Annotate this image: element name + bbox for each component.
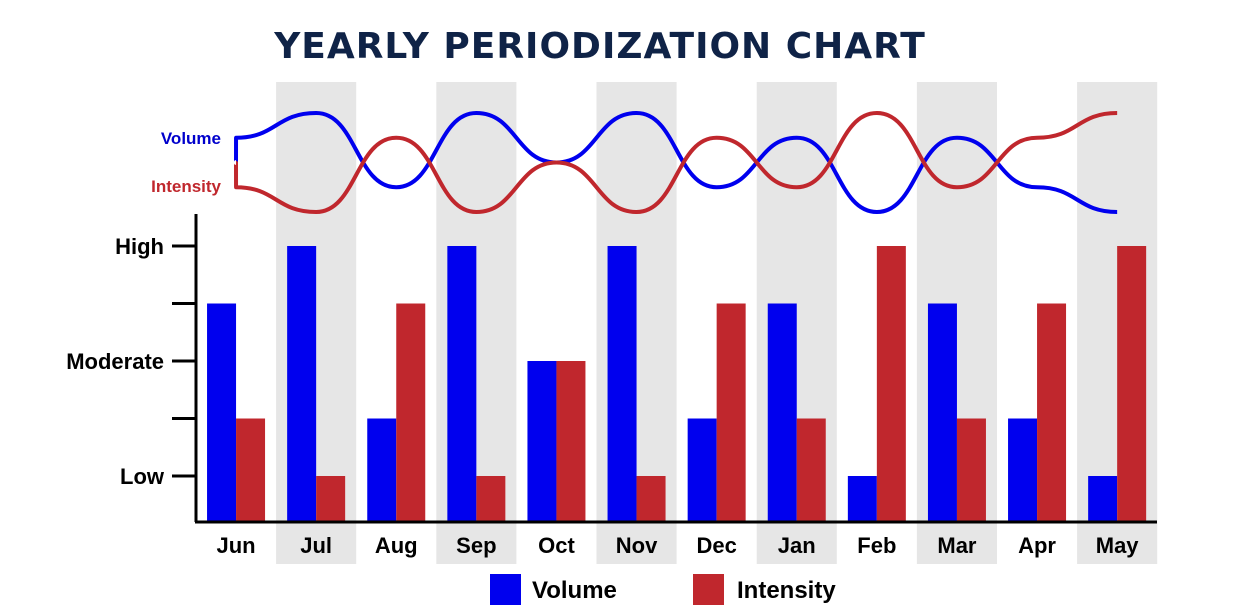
x-label-aug: Aug [375,533,418,558]
intensity-bar-mar [956,418,986,522]
volume-bar-jun [207,303,237,522]
x-label-feb: Feb [857,533,896,558]
intensity-bar-jun [236,418,266,522]
intensity-bar-apr [1037,303,1067,522]
volume-bar-jul [287,246,317,522]
x-axis-labels: Jun Jul Aug Sep Oct Nov Dec Jan Feb Mar Apr May [216,533,1139,558]
x-label-jul: Jul [300,533,332,558]
x-label-dec: Dec [696,533,736,558]
y-axis-labels: Low Moderate High [66,234,165,489]
trend-waves [234,110,1118,215]
x-label-may: May [1096,533,1140,558]
legend-label-volume: Volume [532,577,617,604]
volume-bar-may [1088,476,1118,522]
y-label-high: High [115,234,164,259]
volume-trend-line [234,110,1118,215]
intensity-bar-jul [316,476,346,522]
volume-bar-feb [847,476,877,522]
legend-swatch-volume [490,574,521,605]
volume-bar-oct [527,361,557,522]
volume-bar-mar [927,303,957,522]
intensity-bar-nov [636,476,666,522]
volume-bar-apr [1008,418,1038,522]
x-label-oct: Oct [538,533,575,558]
volume-bar-nov [607,246,637,522]
legend-label-intensity: Intensity [737,577,836,604]
chart-title: YEARLY PERIODIZATION CHART [273,26,926,67]
volume-bar-dec [687,418,717,522]
bars [207,246,1147,522]
intensity-bar-dec [716,303,746,522]
y-label-low: Low [120,464,165,489]
intensity-wave-label: Intensity [151,177,221,196]
intensity-bar-jan [796,418,826,522]
axes [172,214,1157,524]
x-label-jan: Jan [778,533,816,558]
intensity-bar-may [1117,246,1147,522]
x-label-nov: Nov [616,533,658,558]
x-label-sep: Sep [456,533,496,558]
intensity-bar-aug [396,303,426,522]
legend-swatch-intensity [693,574,724,605]
legend: Volume Intensity [490,574,836,605]
intensity-bar-feb [876,246,906,522]
intensity-bar-oct [556,361,586,522]
volume-bar-sep [447,246,477,522]
y-label-moderate: Moderate [66,349,164,374]
x-label-jun: Jun [216,533,255,558]
intensity-bar-sep [476,476,506,522]
volume-bar-jan [767,303,797,522]
x-label-apr: Apr [1018,533,1056,558]
volume-wave-label: Volume [161,129,221,148]
volume-bar-aug [367,418,397,522]
x-label-mar: Mar [937,533,977,558]
intensity-trend-line [234,110,1118,215]
